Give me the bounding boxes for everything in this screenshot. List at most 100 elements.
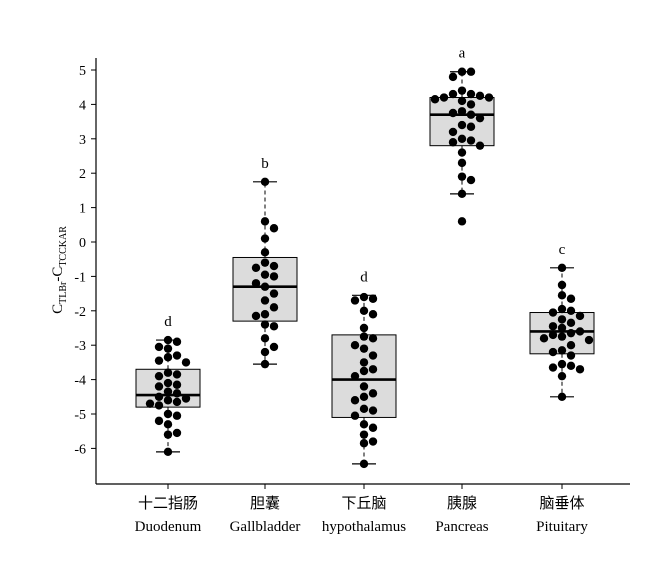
data-point [448, 89, 458, 99]
data-point [368, 351, 378, 360]
data-point [251, 263, 261, 272]
data-point [548, 363, 558, 372]
significance-letter: a [459, 46, 466, 62]
data-point [154, 416, 164, 426]
data-point [359, 323, 369, 333]
data-point [269, 224, 279, 233]
data-point [154, 371, 164, 381]
data-point [350, 371, 360, 381]
data-point [145, 399, 155, 408]
data-point [557, 323, 567, 333]
data-point [251, 279, 261, 288]
box-group-2: b [232, 156, 298, 369]
data-point [448, 138, 458, 147]
data-point [557, 371, 567, 381]
data-point [439, 93, 449, 102]
data-point [181, 358, 191, 367]
data-point [566, 294, 576, 303]
y-tick-label: 4 [79, 98, 86, 113]
data-point [154, 392, 164, 401]
data-point [269, 322, 279, 331]
y-tick-label: 0 [79, 236, 86, 251]
data-point [163, 409, 173, 419]
data-point [163, 344, 173, 353]
data-point [448, 108, 458, 118]
data-point [575, 365, 585, 374]
y-tick-label: -4 [74, 374, 86, 389]
data-point [566, 341, 576, 350]
data-point [350, 341, 360, 350]
data-point [457, 158, 467, 168]
data-point [163, 353, 173, 362]
data-point [448, 127, 458, 137]
data-point [163, 368, 173, 377]
y-tick-label: -1 [74, 270, 86, 285]
data-point [539, 334, 549, 343]
data-point [359, 430, 369, 439]
data-point [475, 91, 485, 101]
data-point [269, 261, 279, 271]
data-point [557, 280, 567, 290]
data-point [359, 292, 369, 302]
data-point [368, 423, 378, 432]
significance-letter: d [360, 269, 368, 285]
y-tick-label: 1 [79, 202, 86, 217]
y-tick-label: 5 [79, 64, 86, 79]
x-category-label-cn: 脑垂体 [539, 494, 584, 512]
x-category-label-cn: 胰腺 [447, 494, 477, 512]
data-point [457, 148, 467, 157]
data-point [260, 296, 270, 305]
data-point [260, 310, 270, 319]
data-point [269, 272, 279, 281]
x-category-labels: 十二指肠 Duodenum 胆囊 Gallbladder 下丘脑 hypothalamus… [135, 484, 588, 535]
data-point [154, 401, 164, 410]
data-point [163, 378, 173, 388]
data-point [584, 335, 594, 345]
data-point [457, 189, 467, 199]
data-point [557, 392, 567, 401]
x-category-label-en: Pancreas [435, 519, 488, 535]
data-point [251, 311, 261, 321]
y-ticks: 5 4 3 2 1 0 -1 -2 -3 -4 -5 -6 [74, 64, 96, 457]
data-point [269, 342, 279, 352]
box-group-3: d [331, 269, 397, 469]
data-point [466, 175, 476, 185]
y-tick-label: -6 [74, 442, 86, 457]
data-point [260, 282, 270, 291]
data-point [260, 270, 270, 279]
data-point [566, 328, 576, 338]
data-point [350, 396, 360, 405]
box-group-1: d [135, 314, 201, 457]
data-point [172, 370, 182, 379]
data-point [359, 344, 369, 353]
data-point [475, 113, 485, 123]
data-point [163, 430, 173, 439]
data-point [557, 346, 567, 355]
x-category-label-en: Gallbladder [230, 519, 301, 535]
data-point [368, 294, 378, 303]
x-category-label-cn: 十二指肠 [138, 494, 198, 512]
data-point [350, 296, 360, 305]
x-category-label-en: Pituitary [536, 519, 588, 535]
data-point [548, 347, 558, 357]
x-category-label-en: Duodenum [135, 519, 202, 535]
data-point [557, 304, 567, 314]
data-point [484, 93, 494, 102]
data-point [172, 337, 182, 346]
data-point [457, 172, 467, 181]
data-point [457, 96, 467, 106]
significance-letter: b [261, 156, 269, 172]
data-point [566, 318, 576, 328]
data-point [548, 330, 558, 340]
data-point [260, 359, 270, 369]
data-point [457, 86, 467, 95]
data-point [457, 134, 467, 143]
data-point [359, 439, 369, 448]
data-point [557, 332, 567, 341]
y-tick-label: 3 [79, 133, 86, 148]
box-group-4: a [429, 46, 495, 226]
data-point [448, 72, 458, 82]
data-point [350, 411, 360, 420]
y-tick-label: -5 [74, 408, 86, 423]
